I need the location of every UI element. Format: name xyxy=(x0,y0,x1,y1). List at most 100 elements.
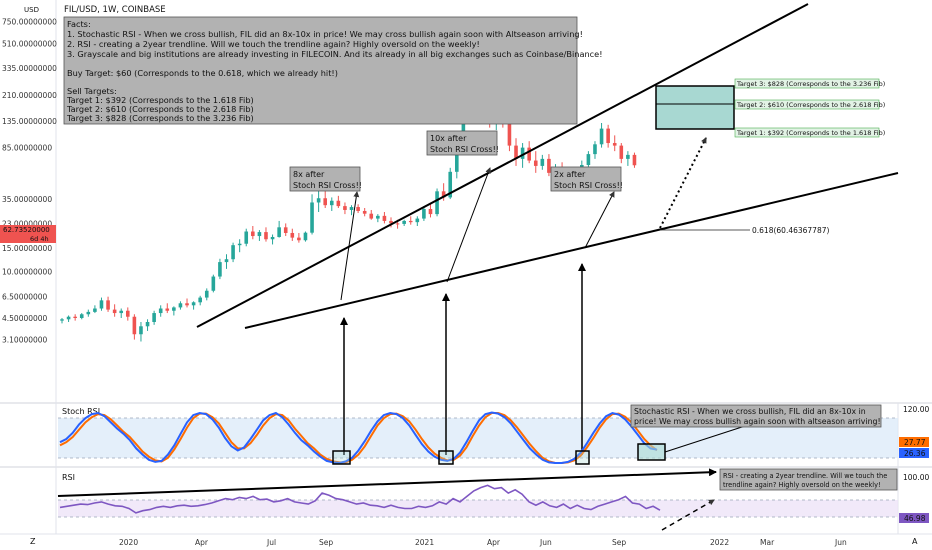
stoch-cross-box-1 xyxy=(332,450,351,465)
candle-body xyxy=(132,316,137,335)
sell-target-1: Target 1: $392 (Corresponds to the 1.618… xyxy=(66,95,254,105)
candle-body xyxy=(73,316,77,318)
candle-body xyxy=(343,206,347,210)
last-price-time: 6d 4h xyxy=(30,235,49,243)
time-tick-label: Jun xyxy=(834,538,847,547)
rise-arrow-1 xyxy=(340,191,360,301)
candle-body xyxy=(507,122,512,146)
candle-body xyxy=(362,210,367,214)
candle-body xyxy=(297,237,301,241)
candle-body xyxy=(224,259,229,263)
rsi-title: RSI xyxy=(62,473,75,482)
time-tick-label: Apr xyxy=(195,538,209,547)
rsi-band xyxy=(58,500,898,517)
cross-label-3: 2x after Stoch RSI Cross!! xyxy=(550,166,623,192)
candle-body xyxy=(185,303,189,306)
price-tick-label: 335.00000000 xyxy=(2,64,57,73)
cross-label-3-line1: 2x after xyxy=(554,170,586,179)
candle-body xyxy=(86,311,91,315)
chart-title: FIL/USD, 1W, COINBASE xyxy=(64,5,166,15)
candle-body xyxy=(152,313,156,322)
target-label-2: Target 2: $610 (Corresponds to the 2.618… xyxy=(736,101,885,109)
stoch-k-line xyxy=(59,411,658,465)
candle-body xyxy=(178,303,183,308)
candle-body xyxy=(218,262,222,277)
candle-body xyxy=(612,143,617,146)
last-price-value: 62.73520000 xyxy=(3,226,50,234)
candle-body xyxy=(435,191,439,215)
rsi-value: 46.98 xyxy=(904,514,926,523)
candle-body xyxy=(310,202,314,233)
fact-1: 1. Stochastic RSI - When we cross bullis… xyxy=(67,29,583,39)
price-tick-label: 35.00000000 xyxy=(2,195,52,204)
candle-body xyxy=(126,310,130,317)
cross-label-1-line2: Stoch RSI Cross!! xyxy=(293,181,362,190)
candle-body xyxy=(376,215,380,219)
time-tick-label: Sep xyxy=(612,538,626,547)
candle-body xyxy=(533,160,538,166)
candle-body xyxy=(139,326,143,335)
candle-body xyxy=(112,309,117,314)
fib-level-label: 0.618(60.46367787) xyxy=(752,226,829,235)
candle-body xyxy=(198,297,202,303)
candle-body xyxy=(415,218,420,223)
candle-body xyxy=(514,145,518,159)
facts-title: Facts: xyxy=(67,19,91,29)
candle-body xyxy=(402,220,406,224)
rsi-note-line2: trendline again? Highly oversold on the … xyxy=(723,481,881,489)
cross-label-2: 10x after Stoch RSI Cross!! xyxy=(426,130,499,156)
candle-body xyxy=(264,232,268,240)
candle-body xyxy=(211,276,216,291)
time-tick-label: Jun xyxy=(539,538,552,547)
price-tick-label: 3.10000000 xyxy=(2,336,48,345)
candle-body xyxy=(369,213,374,219)
candle-body xyxy=(619,145,624,159)
candle-body xyxy=(244,231,249,244)
candle-body xyxy=(145,321,150,327)
candle-body xyxy=(593,144,597,155)
candle-body xyxy=(395,223,400,225)
price-tick-label: 23.00000000 xyxy=(2,219,52,228)
facts-note: Facts: 1. Stochastic RSI - When we cross… xyxy=(63,16,603,125)
candle-body xyxy=(547,158,551,173)
sell-target-2: Target 2: $610 (Corresponds to the 2.618… xyxy=(66,104,254,114)
price-tick-label: 210.00000000 xyxy=(2,91,57,100)
candle-body xyxy=(626,154,630,159)
candle-body xyxy=(251,231,255,237)
candle-body xyxy=(455,145,459,172)
candle-body xyxy=(204,290,209,298)
candle-body xyxy=(520,147,525,159)
rsi-value-tag xyxy=(899,513,929,523)
auto-scale-toggle-icon[interactable]: A xyxy=(912,537,918,546)
candle-body xyxy=(540,158,545,166)
rsi-note-line1: RSI - creating a 2year trendline. Will w… xyxy=(723,472,887,480)
candle-body xyxy=(632,154,637,166)
cross-label-1: 8x after Stoch RSI Cross!! xyxy=(289,166,362,192)
candle-body xyxy=(389,220,393,224)
price-tick-label: 6.50000000 xyxy=(2,293,48,302)
candle-body xyxy=(257,232,262,237)
candle-body xyxy=(422,208,426,219)
time-tick-label: Jul xyxy=(266,538,276,547)
candle-body xyxy=(408,220,413,223)
projection-dotted-arrow xyxy=(659,137,707,229)
cross-label-3-line2: Stoch RSI Cross!! xyxy=(554,181,623,190)
stoch-d-tag xyxy=(899,448,929,458)
candle-body xyxy=(428,208,433,215)
price-tick-label: 135.00000000 xyxy=(2,117,57,126)
stoch-k-tag xyxy=(899,437,929,447)
cross-label-1-line1: 8x after xyxy=(293,170,325,179)
time-tick-label: 2020 xyxy=(119,538,138,547)
candle-body xyxy=(237,243,242,246)
fact-3: 3. Grayscale and big institutions are al… xyxy=(67,49,603,59)
candle-body xyxy=(356,207,360,211)
upper-trendline xyxy=(196,3,809,328)
candle-body xyxy=(303,232,308,241)
candle-body xyxy=(527,147,531,161)
stoch-rsi-title: Stoch RSI xyxy=(62,407,100,416)
stoch-cross-box-2 xyxy=(438,450,454,465)
candle-body xyxy=(586,154,591,165)
cross-label-2-line2: Stoch RSI Cross!! xyxy=(430,145,499,154)
log-scale-toggle-icon[interactable]: Z xyxy=(30,537,36,546)
